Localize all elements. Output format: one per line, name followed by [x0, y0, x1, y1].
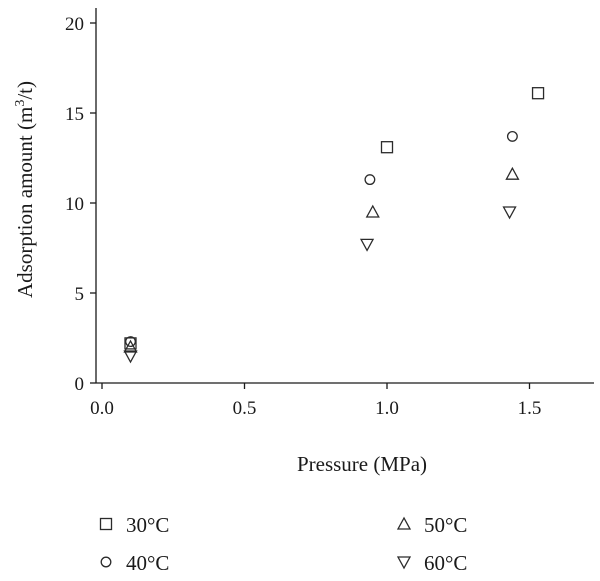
legend-item: 40°C — [100, 551, 169, 575]
data-point — [123, 339, 138, 353]
x-tick-label: 1.5 — [518, 398, 542, 419]
y-tick-label: 20 — [65, 14, 84, 35]
x-tick-label: 0.0 — [90, 398, 114, 419]
plot-area — [123, 87, 545, 364]
data-point — [380, 141, 394, 154]
series-triangle-up — [123, 166, 520, 353]
legend-label: 50°C — [424, 513, 467, 537]
y-tick-label: 10 — [65, 194, 84, 215]
y-axis-title-main: Adsorption amount (m — [13, 107, 37, 298]
data-point — [364, 174, 376, 186]
legend-label: 30°C — [126, 513, 169, 537]
legend-marker — [396, 556, 412, 570]
legend-label: 60°C — [424, 551, 467, 575]
legend: 30°C 40°C 50°C 60°C — [99, 513, 467, 575]
x-tick-label: 0.5 — [233, 398, 257, 419]
legend-marker — [396, 516, 412, 530]
data-point — [125, 336, 136, 348]
x-ticks: 0.00.51.01.52.02.53.0 — [90, 383, 542, 419]
legend-item: 60°C — [396, 551, 467, 575]
data-point — [502, 206, 517, 220]
y-tick-label: 15 — [65, 104, 84, 125]
legend-item: 50°C — [396, 513, 467, 537]
data-point — [505, 166, 520, 180]
legend-item: 30°C — [99, 513, 169, 537]
x-axis-title: Pressure (MPa) — [297, 452, 427, 476]
data-point — [123, 350, 138, 364]
y-axis-title-superscript: 3 — [13, 100, 28, 107]
x-tick-label: 1.0 — [375, 398, 399, 419]
data-point — [365, 204, 380, 218]
data-point — [506, 130, 518, 142]
y-tick-label: 5 — [75, 284, 85, 305]
y-ticks: 0 5 10 15 20 — [65, 14, 96, 395]
data-point — [531, 87, 545, 100]
series-triangle-down — [123, 206, 517, 364]
y-tick-label: 0 — [75, 374, 85, 395]
legend-label: 40°C — [126, 551, 169, 575]
data-point — [124, 337, 137, 350]
y-axis-title: Adsorption amount (m3/t) — [13, 81, 37, 298]
series-square — [124, 87, 545, 350]
axes — [95, 8, 594, 384]
data-point — [359, 238, 375, 252]
series-circle — [125, 130, 518, 348]
legend-marker — [100, 556, 112, 568]
legend-marker — [99, 517, 113, 531]
y-axis-title-tail: /t) — [13, 81, 37, 100]
